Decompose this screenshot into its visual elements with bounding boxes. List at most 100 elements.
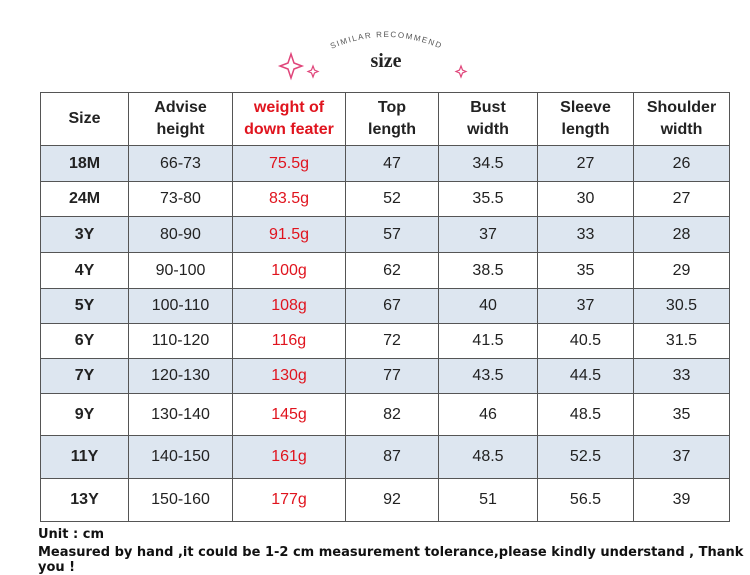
table-cell: 35.5 <box>438 181 538 217</box>
size-cell: 13Y <box>40 478 129 522</box>
table-cell: 57 <box>345 216 439 253</box>
table-cell: 51 <box>438 478 538 522</box>
table-cell: 140-150 <box>128 435 233 479</box>
table-row: 3Y 80-90 91.5g 57 37 33 28 <box>40 216 730 253</box>
table-cell: 62 <box>345 252 439 289</box>
table-cell: 56.5 <box>537 478 634 522</box>
table-cell: 41.5 <box>438 323 538 359</box>
size-cell: 6Y <box>40 323 129 359</box>
header-row: Size Advise height weight of down feater Top l… <box>40 92 730 146</box>
size-cell: 3Y <box>40 216 129 253</box>
table-cell: 43.5 <box>438 358 538 394</box>
tolerance-note: Measured by hand ,it could be 1-2 cm mea… <box>38 545 744 575</box>
column-header: Top length <box>345 92 439 146</box>
table-cell: 47 <box>345 145 439 182</box>
table-cell: 35 <box>633 393 730 436</box>
size-cell: 4Y <box>40 252 129 289</box>
table-cell: 90-100 <box>128 252 233 289</box>
table-cell: 66-73 <box>128 145 233 182</box>
table-cell: 82 <box>345 393 439 436</box>
header-line: down feater <box>244 121 334 138</box>
table-cell: 33 <box>633 358 730 394</box>
size-cell: 18M <box>40 145 129 182</box>
table-cell: 130g <box>232 358 346 394</box>
table-cell: 110-120 <box>128 323 233 359</box>
table-cell: 77 <box>345 358 439 394</box>
table-cell: 40 <box>438 288 538 324</box>
table-cell: 30 <box>537 181 634 217</box>
table-row: 6Y 110-120 116g 72 41.5 40.5 31.5 <box>40 323 730 359</box>
size-cell: 9Y <box>40 393 129 436</box>
table-cell: 29 <box>633 252 730 289</box>
table-cell: 33 <box>537 216 634 253</box>
table-cell: 52.5 <box>537 435 634 479</box>
table-cell: 37 <box>633 435 730 479</box>
header-line: length <box>368 121 416 138</box>
table-cell: 120-130 <box>128 358 233 394</box>
table-cell: 26 <box>633 145 730 182</box>
table-cell: 91.5g <box>232 216 346 253</box>
size-cell: 24M <box>40 181 129 217</box>
size-cell: 11Y <box>40 435 129 479</box>
column-header: Size <box>40 92 129 146</box>
size-cell: 7Y <box>40 358 129 394</box>
table-cell: 177g <box>232 478 346 522</box>
table-cell: 48.5 <box>438 435 538 479</box>
sparkle <box>454 64 468 79</box>
table-cell: 72 <box>345 323 439 359</box>
table-row: 7Y 120-130 130g 77 43.5 44.5 33 <box>40 358 730 394</box>
table-cell: 37 <box>537 288 634 324</box>
table-cell: 108g <box>232 288 346 324</box>
unit-note: Unit : cm <box>38 527 104 542</box>
table-cell: 28 <box>633 216 730 253</box>
header-line: Shoulder <box>646 99 717 116</box>
table-cell: 145g <box>232 393 346 436</box>
table-cell: 35 <box>537 252 634 289</box>
table-row: 24M 73-80 83.5g 52 35.5 30 27 <box>40 181 730 217</box>
table-cell: 87 <box>345 435 439 479</box>
size-cell: 5Y <box>40 288 129 324</box>
table-cell: 83.5g <box>232 181 346 217</box>
column-header: Bust width <box>438 92 538 146</box>
table-cell: 73-80 <box>128 181 233 217</box>
header-line: width <box>467 121 509 138</box>
table-row: 4Y 90-100 100g 62 38.5 35 29 <box>40 252 730 289</box>
table-cell: 27 <box>537 145 634 182</box>
header-line: width <box>660 121 703 138</box>
subtitle-path: SIMILAR RECOMMEND <box>329 30 443 51</box>
table-cell: 30.5 <box>633 288 730 324</box>
header-line: weight of <box>253 99 325 116</box>
table-cell: 80-90 <box>128 216 233 253</box>
sparkle <box>306 64 320 79</box>
table-cell: 130-140 <box>128 393 233 436</box>
table-cell: 92 <box>345 478 439 522</box>
title: size <box>370 50 401 72</box>
subtitle: SIMILAR RECOMMEND <box>329 30 444 51</box>
table-cell: 34.5 <box>438 145 538 182</box>
table-cell: 116g <box>232 323 346 359</box>
header-line: Bust <box>470 99 506 116</box>
header-line: length <box>561 121 610 138</box>
column-header: Shoulder width <box>633 92 730 146</box>
table-cell: 44.5 <box>537 358 634 394</box>
table-cell: 37 <box>438 216 538 253</box>
table-cell: 31.5 <box>633 323 730 359</box>
table-cell: 100g <box>232 252 346 289</box>
table-cell: 38.5 <box>438 252 538 289</box>
table-cell: 48.5 <box>537 393 634 436</box>
table-row: 13Y 150-160 177g 92 51 56.5 39 <box>40 478 730 522</box>
column-header: Advise height <box>128 92 233 146</box>
header-line: Advise <box>154 99 207 116</box>
header: SIMILAR RECOMMEND size <box>277 30 468 81</box>
table-row: 11Y 140-150 161g 87 48.5 52.5 37 <box>40 435 730 479</box>
table-cell: 27 <box>633 181 730 217</box>
table-cell: 161g <box>232 435 346 479</box>
header-line: Sleeve <box>560 99 611 116</box>
header-line: Top <box>377 99 407 116</box>
header-line: height <box>156 121 205 138</box>
header-line: Size <box>68 110 101 127</box>
table-row: 5Y 100-110 108g 67 40 37 30.5 <box>40 288 730 324</box>
table-cell: 46 <box>438 393 538 436</box>
table-cell: 52 <box>345 181 439 217</box>
